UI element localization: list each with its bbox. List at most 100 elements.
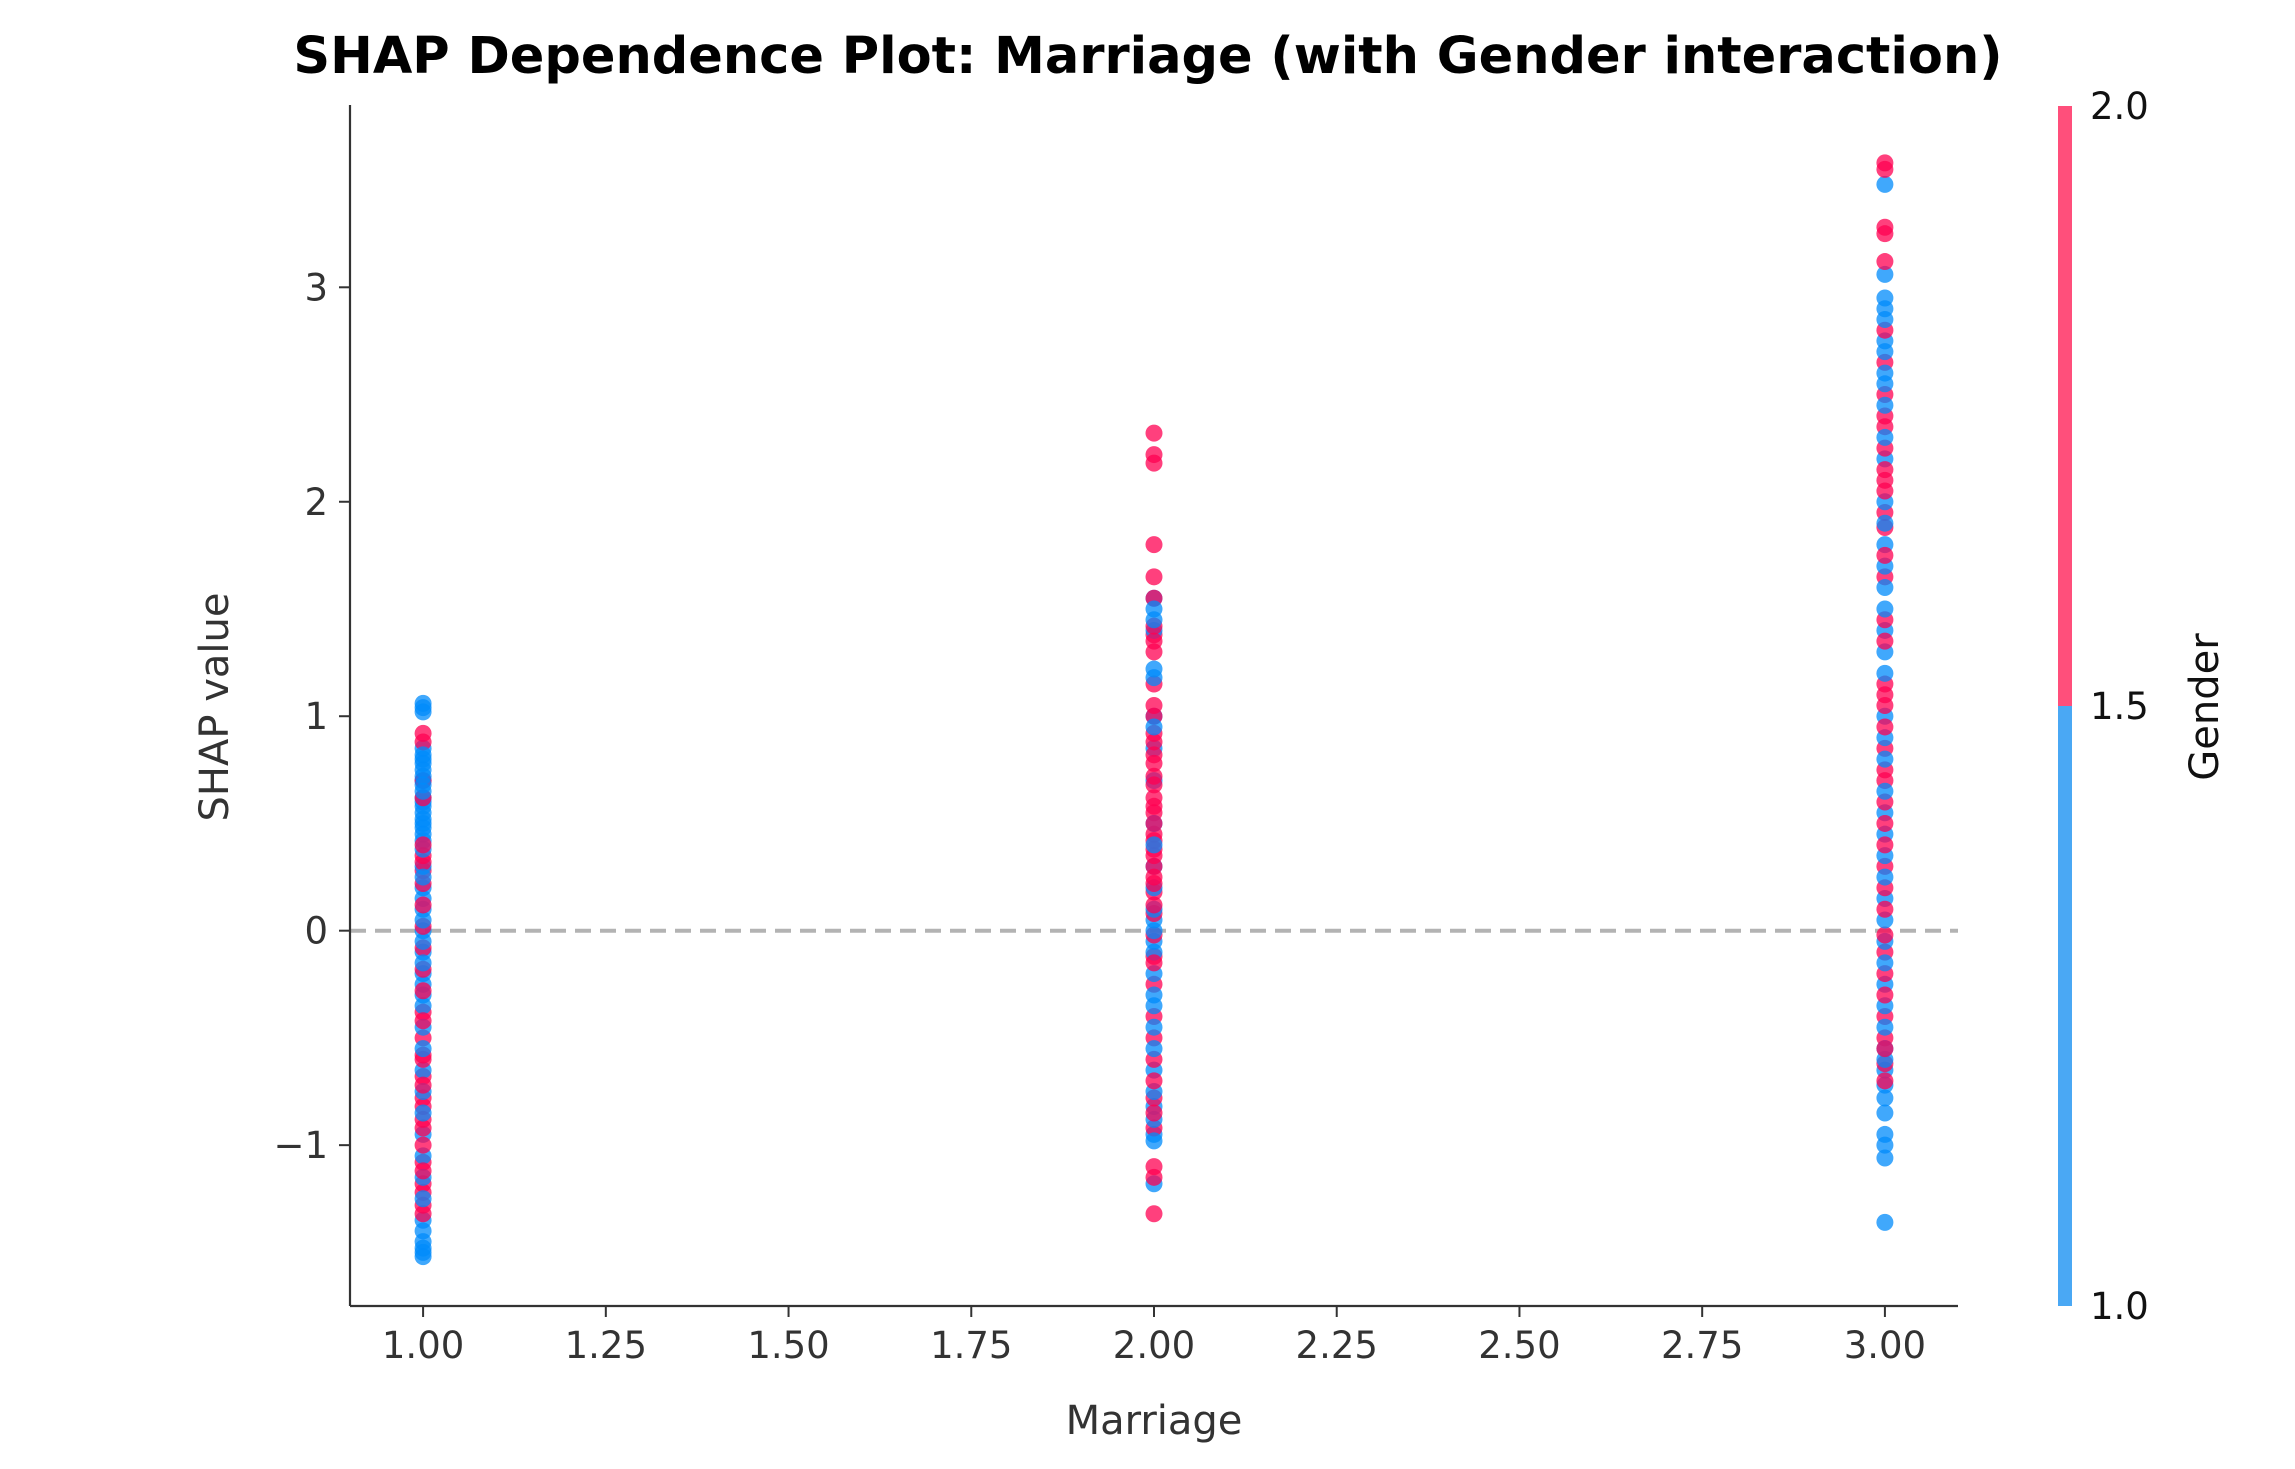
point-gender-1: [414, 1190, 432, 1208]
x-tick-label: 1.25: [565, 1324, 647, 1367]
point-gender-2: [414, 724, 432, 742]
point-gender-1: [1145, 836, 1163, 854]
point-gender-1: [1876, 289, 1894, 307]
point-gender-1: [414, 1248, 432, 1266]
y-tick-label: 1: [304, 695, 328, 738]
point-gender-1: [1876, 175, 1894, 193]
point-gender-1: [1876, 750, 1894, 768]
x-tick-label: 2.25: [1296, 1324, 1378, 1367]
point-gender-2: [1145, 746, 1163, 764]
point-gender-2: [1145, 1072, 1163, 1090]
point-gender-2: [1876, 546, 1894, 564]
point-gender-1: [414, 810, 432, 828]
point-gender-1: [1145, 660, 1163, 678]
point-gender-1: [1876, 1089, 1894, 1107]
point-gender-2: [414, 1076, 432, 1094]
point-gender-2: [1876, 836, 1894, 854]
point-gender-1: [1876, 1104, 1894, 1122]
x-tick-label: 1.75: [930, 1324, 1012, 1367]
point-gender-2: [1876, 482, 1894, 500]
point-gender-2: [1876, 986, 1894, 1004]
point-gender-1: [1876, 1149, 1894, 1167]
colorbar-tick-label: 1.0: [2090, 1285, 2149, 1328]
x-ticks: 1.00 1.25 1.50 1.75 2.00 2.25 2.50 2.75 3.00: [382, 1306, 1926, 1367]
point-gender-2: [1145, 536, 1163, 554]
x-tick-label: 2.00: [1113, 1324, 1195, 1367]
y-axis-label: SHAP value: [192, 593, 238, 822]
point-gender-1: [1876, 868, 1894, 886]
colorbar-tick-label: 1.5: [2090, 685, 2149, 728]
point-gender-1: [1876, 364, 1894, 382]
point-gender-2: [1145, 454, 1163, 472]
point-gender-2: [414, 1162, 432, 1180]
point-gender-1: [414, 868, 432, 886]
x-tick-label: 1.50: [747, 1324, 829, 1367]
point-gender-2: [1145, 896, 1163, 914]
point-gender-2: [1145, 776, 1163, 794]
point-gender-2: [1876, 1072, 1894, 1090]
point-gender-1: [1145, 986, 1163, 1004]
point-gender-1: [414, 1222, 432, 1240]
point-gender-2: [414, 836, 432, 854]
point-gender-2: [1876, 218, 1894, 236]
point-gender-2: [1145, 1158, 1163, 1176]
colorbar-tick-label: 2.0: [2090, 85, 2149, 128]
point-gender-1: [1876, 514, 1894, 532]
point-gender-2: [1145, 789, 1163, 807]
point-gender-2: [1876, 461, 1894, 479]
point-gender-2: [1876, 718, 1894, 736]
point-gender-2: [414, 1012, 432, 1030]
point-gender-1: [414, 694, 432, 712]
point-gender-2: [1145, 632, 1163, 650]
point-gender-1: [414, 1104, 432, 1122]
y-tick-label: 2: [304, 481, 328, 524]
x-tick-label: 2.75: [1661, 1324, 1743, 1367]
point-gender-2: [1876, 900, 1894, 918]
point-gender-2: [1876, 160, 1894, 178]
colorbar: [2058, 106, 2072, 1306]
point-gender-2: [414, 896, 432, 914]
y-tick-label: 0: [304, 910, 328, 953]
point-gender-1: [414, 746, 432, 764]
chart-title: SHAP Dependence Plot: Marriage (with Gen…: [293, 27, 2002, 86]
point-gender-1: [1876, 396, 1894, 414]
x-tick-label: 1.00: [382, 1324, 464, 1367]
point-gender-1: [1876, 1213, 1894, 1231]
point-gender-1: [1145, 1018, 1163, 1036]
point-gender-2: [1145, 1104, 1163, 1122]
point-gender-1: [1876, 343, 1894, 361]
x-tick-label: 2.50: [1478, 1324, 1560, 1367]
x-axis-label: Marriage: [1066, 1398, 1243, 1444]
colorbar-label: Gender: [2182, 633, 2228, 781]
point-gender-1: [1876, 782, 1894, 800]
x-tick-label: 3.00: [1844, 1324, 1926, 1367]
point-gender-1: [414, 954, 432, 972]
point-gender-2: [1145, 697, 1163, 714]
point-gender-1: [414, 776, 432, 794]
point-gender-1: [414, 1040, 432, 1058]
point-gender-2: [1876, 926, 1894, 944]
point-gender-1: [1876, 428, 1894, 446]
colorbar-ticks: 1.0 1.5 2.0: [2090, 85, 2149, 1328]
point-gender-2: [1876, 253, 1894, 271]
y-tick-label: 3: [304, 266, 328, 309]
point-gender-1: [1145, 600, 1163, 618]
point-gender-2: [1145, 868, 1163, 886]
point-gender-2: [414, 982, 432, 1000]
point-gender-1: [1145, 718, 1163, 736]
point-gender-2: [1876, 697, 1894, 714]
y-ticks: −1 0 1 2 3: [273, 266, 350, 1167]
point-gender-1: [1145, 1132, 1163, 1150]
point-gender-2: [1145, 1205, 1163, 1223]
point-gender-1: [1876, 600, 1894, 618]
point-gender-2: [414, 1136, 432, 1154]
point-gender-2: [1876, 1040, 1894, 1058]
point-gender-2: [1876, 814, 1894, 832]
point-gender-1: [1876, 1136, 1894, 1154]
point-gender-1: [1876, 579, 1894, 597]
point-gender-1: [1876, 265, 1894, 283]
point-gender-2: [1145, 424, 1163, 442]
point-gender-1: [1876, 1018, 1894, 1036]
point-gender-1: [1876, 310, 1894, 328]
